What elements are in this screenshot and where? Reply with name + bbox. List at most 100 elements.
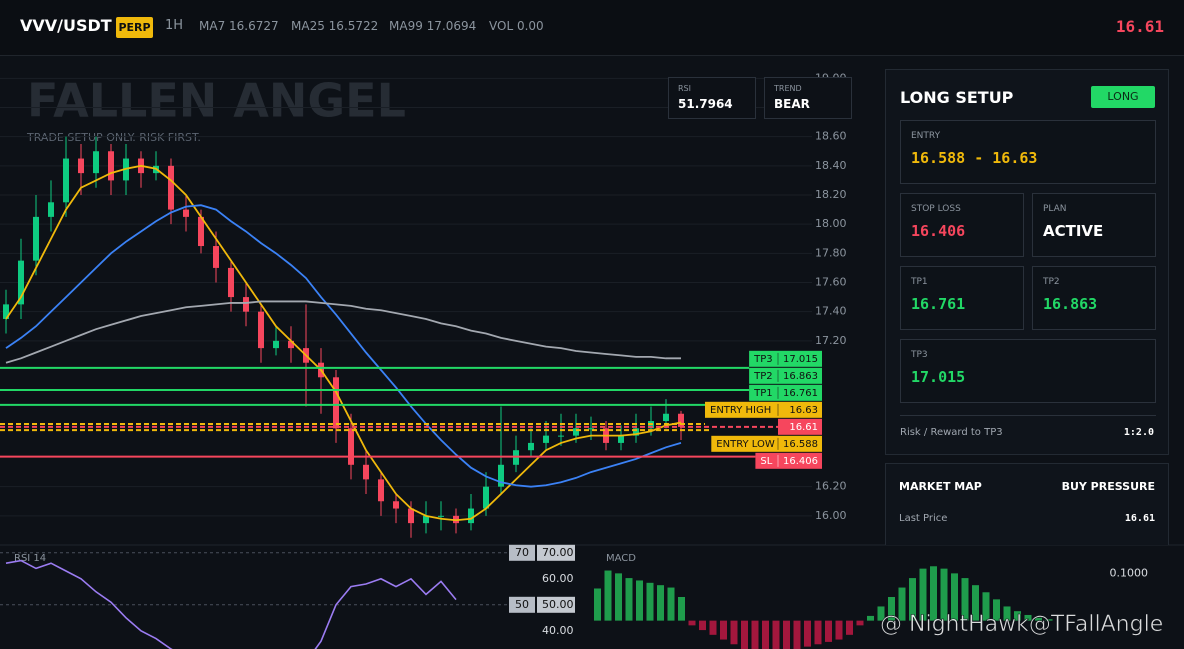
candle-body [438, 515, 444, 517]
level-tag [778, 418, 822, 435]
watermark-subtitle: TRADE SETUP ONLY. RISK FIRST. [26, 131, 201, 144]
macd-bar [1024, 614, 1032, 621]
ma99-info: MA99 17.0694 [389, 19, 476, 33]
last-price: 16.61 [1115, 17, 1164, 36]
macd-bar [667, 587, 675, 621]
macd-bar [709, 620, 717, 635]
y-tick-label: 17.80 [815, 246, 847, 259]
tp1-box: TP1 16.761 [900, 266, 1024, 330]
macd-bar [604, 570, 612, 621]
candle-body [3, 304, 9, 319]
macd-bar [646, 582, 654, 621]
interval[interactable]: 1H [165, 18, 184, 33]
candle-body [618, 435, 624, 443]
setup-title: LONG SETUP [900, 88, 1014, 107]
entry-box: ENTRY 16.588 - 16.63 [900, 120, 1156, 184]
ma-name: MA99 [389, 19, 423, 33]
field-value: 16.406 [911, 222, 966, 240]
level-name: ENTRY LOW [716, 439, 775, 450]
macd-bar [625, 578, 633, 621]
candle-body [198, 216, 204, 247]
field-label: TP2 [1043, 277, 1060, 287]
ma25-info: MA25 16.5722 [291, 19, 378, 33]
divider [900, 415, 1156, 416]
ma-name: MA25 [291, 19, 325, 33]
candle-body [168, 165, 174, 210]
candle-body [93, 151, 99, 174]
macd-bar [930, 566, 937, 621]
y-tick-tag [537, 596, 575, 613]
macd-bar [772, 620, 780, 649]
indicator-label: RSI [678, 84, 691, 93]
level-tag [711, 435, 822, 452]
level-tag [749, 350, 822, 367]
candle-body [633, 428, 639, 436]
macd-bar [678, 597, 685, 621]
level-name: TP1 [753, 388, 773, 399]
candle-body [213, 246, 219, 268]
candle-body [48, 202, 54, 217]
macd-bar [636, 580, 643, 621]
y-tick-label: 60.00 [542, 572, 574, 585]
macd-bar [699, 620, 706, 631]
candle-body [288, 340, 294, 349]
y-tick-label: 17.20 [815, 334, 847, 347]
indicator-label: TREND [774, 84, 802, 93]
rsi-chart: 70 50 70.00 60.00 50.00 40.00 [0, 544, 575, 649]
level-tag [755, 452, 822, 469]
y-tick-label: 16.20 [815, 480, 847, 493]
y-tick-label: 18.60 [815, 130, 847, 143]
candle-body [543, 435, 549, 443]
level-name: TP2 [753, 371, 773, 382]
level-value: 16.588 [783, 439, 818, 450]
candle-body [258, 311, 264, 349]
field-value: 16.588 - 16.63 [911, 149, 1038, 167]
level-value: 16.61 [789, 422, 818, 433]
candle-body [528, 442, 534, 451]
candle-body [78, 158, 84, 174]
level-value: 16.761 [783, 388, 818, 399]
candle-body [363, 464, 369, 480]
y-tick-label: 40.00 [542, 624, 574, 637]
candle-body [558, 435, 564, 437]
reference-label: 50 [515, 598, 529, 611]
field-label: PLAN [1043, 204, 1067, 214]
macd-bar [657, 585, 664, 621]
macd-bar [888, 597, 895, 621]
candle-body [333, 377, 339, 429]
risk-reward-value: 1:2.0 [1123, 427, 1154, 438]
field-label: TP3 [911, 350, 928, 360]
level-tag [749, 384, 822, 401]
perp-badge: PERP [116, 17, 153, 38]
field-value: 16.863 [1043, 295, 1098, 313]
candle-body [378, 479, 384, 502]
candle-body [63, 158, 69, 203]
candle-body [588, 428, 594, 430]
candle-body [33, 216, 39, 261]
macd-bar [783, 620, 790, 649]
candle-body [348, 428, 354, 465]
y-tick-label: 70.00 [542, 546, 574, 559]
market-map-title: MARKET MAP [899, 480, 982, 493]
ma7-info: MA7 16.6727 [199, 19, 279, 33]
candle-body [573, 428, 579, 436]
rsi-panel [0, 545, 590, 649]
candle-body [18, 260, 24, 305]
level-tag [749, 367, 822, 384]
macd-bar [825, 620, 832, 642]
trend-indicator: TREND BEAR [764, 77, 852, 119]
direction-badge[interactable]: LONG [1091, 86, 1155, 108]
level-value: 17.015 [783, 354, 818, 365]
macd-bar [594, 588, 601, 621]
rsi-line [5, 559, 457, 649]
symbol: VVV/USDT [20, 16, 112, 35]
level-value: 16.406 [783, 456, 818, 467]
macd-bar [720, 620, 727, 640]
ma-line [5, 300, 681, 364]
macd-bar [972, 585, 979, 621]
level-name: SL [760, 456, 772, 467]
macd-bar [846, 620, 853, 635]
macd-bar [1003, 606, 1011, 621]
last-price-label: Last Price [899, 513, 948, 524]
